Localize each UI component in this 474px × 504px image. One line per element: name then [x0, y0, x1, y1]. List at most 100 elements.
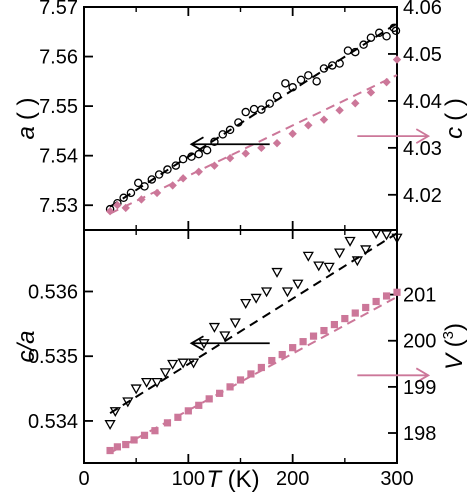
data-point-square — [330, 320, 338, 329]
data-point-circle — [265, 99, 274, 108]
data-point-circle — [126, 188, 136, 198]
data-point-square — [151, 427, 159, 435]
data-point-diamond — [382, 77, 391, 87]
data-point-square — [205, 395, 213, 403]
y-right-tick-label: 4.03 — [403, 138, 442, 160]
data-point-square — [372, 297, 380, 306]
bottom-panel: 0 100 200 300 0.534 0.535 0.536 198 199 200 201 c/a… — [13, 229, 468, 490]
y-right-axis-label: V (3) — [440, 323, 468, 370]
x-tick-label: 300 — [380, 468, 413, 490]
data-point-diamond — [272, 138, 282, 148]
data-point-circle — [234, 118, 243, 127]
data-point-square — [140, 431, 149, 439]
data-point-triangle — [177, 358, 189, 369]
y-left-tick-label: 0.536 — [28, 281, 78, 303]
data-point-square — [320, 326, 328, 335]
data-point-square — [113, 443, 121, 451]
y-right-axis-symbol: V — [441, 352, 468, 370]
bottom-panel-frame — [83, 229, 398, 464]
data-point-square — [163, 419, 172, 427]
arrow-head-left-axis — [189, 335, 204, 352]
data-point-circle — [147, 175, 157, 184]
data-point-circle — [225, 125, 235, 135]
data-point-circle — [119, 193, 128, 203]
data-point-circle — [134, 178, 143, 188]
data-point-diamond — [257, 143, 266, 153]
data-point-square — [130, 436, 138, 444]
data-point-square — [236, 376, 245, 384]
data-point-square — [257, 363, 265, 372]
y-left-tick-label: 7.53 — [39, 195, 78, 217]
data-point-square — [184, 407, 192, 415]
data-point-triangle — [130, 384, 142, 395]
top-panel-points — [105, 23, 402, 216]
data-point-triangle — [380, 230, 393, 241]
top-panel-arrows — [189, 128, 431, 153]
bottom-panel-ticks — [83, 230, 398, 463]
data-point-circle — [288, 83, 297, 92]
data-point-square — [226, 383, 234, 391]
data-point-diamond — [121, 203, 130, 213]
top-panel: 7.53 7.54 7.55 7.56 7.57 4.02 4.03 4.04 4.05 4.06… — [13, 0, 468, 231]
data-point-circle — [272, 91, 282, 101]
arrow-head-right-axis — [415, 367, 431, 384]
data-point-triangle — [271, 267, 283, 278]
fit-line-left — [109, 232, 398, 415]
data-point-triangle — [229, 318, 241, 329]
data-point-square — [382, 292, 391, 300]
y-right-tick-label: 4.05 — [403, 44, 442, 66]
y-right-tick-label: 4.06 — [403, 0, 442, 19]
y-left-axis-label: c/a — [13, 330, 40, 362]
data-point-circle — [171, 161, 181, 170]
data-point-diamond — [288, 129, 297, 138]
data-point-triangle — [260, 287, 273, 298]
y-left-tick-label: 7.54 — [39, 146, 78, 168]
data-point-triangle — [219, 331, 231, 342]
data-point-triangle — [391, 233, 403, 244]
data-point-circle — [202, 145, 212, 155]
y-left-axis-label: a ( ) — [13, 97, 40, 139]
data-point-circle — [154, 170, 164, 179]
bottom-panel-labels: 0 100 200 300 0.534 0.535 0.536 198 199 200 201 c/a… — [13, 281, 468, 490]
x-tick-label: 0 — [78, 468, 89, 490]
data-point-diamond — [392, 55, 402, 64]
data-point-triangle — [351, 256, 363, 267]
data-point-square — [278, 350, 286, 359]
data-point-square — [216, 389, 224, 397]
data-point-square — [362, 303, 370, 312]
top-panel-labels: 7.53 7.54 7.55 7.56 7.57 4.02 4.03 4.04 4.05 4.06… — [13, 0, 468, 217]
data-point-triangle — [292, 279, 304, 290]
x-axis-title: T (K) — [206, 466, 259, 493]
data-point-triangle — [344, 236, 356, 247]
data-point-triangle — [250, 293, 262, 304]
data-point-square — [106, 446, 114, 455]
x-axis-label-unit: (K) — [221, 466, 260, 493]
top-panel-fit-lines — [109, 22, 398, 215]
data-point-diamond — [105, 207, 115, 216]
data-point-triangle — [334, 248, 346, 259]
data-point-diamond — [168, 181, 177, 190]
data-point-square — [174, 413, 182, 421]
data-point-circle — [163, 165, 172, 174]
data-point-circle — [241, 107, 250, 117]
x-tick-label: 200 — [276, 468, 309, 490]
y-right-axis-unit-sup: 3 — [440, 331, 457, 339]
data-point-triangle — [140, 377, 153, 388]
data-point-diamond — [241, 149, 250, 158]
data-point-circle — [187, 152, 196, 161]
y-left-axis-symbol: c/a — [13, 330, 40, 362]
data-point-circle — [218, 130, 228, 139]
data-point-circle — [366, 33, 376, 42]
data-point-triangle — [104, 420, 116, 430]
data-point-circle — [249, 104, 259, 114]
data-point-circle — [335, 59, 344, 68]
x-tick-label: 100 — [172, 468, 205, 490]
y-right-tick-label: 4.02 — [403, 185, 442, 207]
data-point-triangle — [302, 251, 314, 262]
y-right-axis-unit-close: ) — [441, 323, 468, 331]
data-point-diamond — [319, 115, 329, 124]
data-point-square — [393, 288, 401, 296]
data-point-diamond — [178, 174, 188, 183]
y-right-axis-symbol: c — [441, 127, 468, 139]
